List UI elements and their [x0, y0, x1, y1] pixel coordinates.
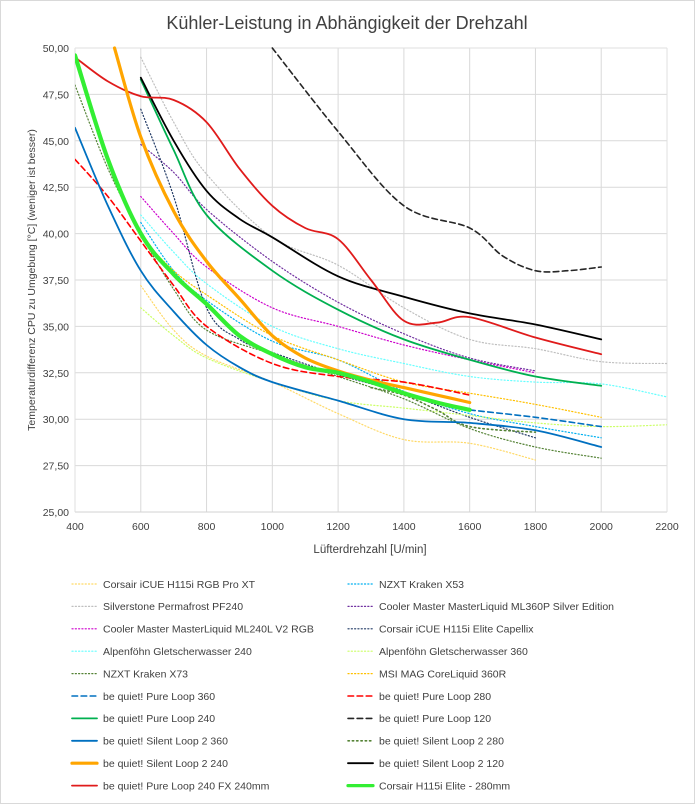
legend-label: Corsair iCUE H115i RGB Pro XT	[103, 579, 256, 591]
legend-label: Silverstone Permafrost PF240	[103, 601, 243, 613]
legend-label: Corsair H115i Elite - 280mm	[379, 780, 510, 792]
y-tick-label: 42,50	[43, 182, 69, 194]
series-line-3	[140, 143, 536, 372]
legend-label: MSI MAG CoreLiquid 360R	[379, 668, 507, 680]
legend-label: be quiet! Silent Loop 2 120	[379, 758, 504, 770]
x-tick-label: 2200	[655, 521, 679, 533]
x-tick-label: 800	[198, 521, 216, 533]
axes	[74, 47, 668, 513]
y-tick-label: 37,50	[43, 275, 69, 287]
y-axis-label: Temperaturdifferenz CPU zu Umgebung [°C]…	[26, 129, 38, 431]
y-tick-label: 50,00	[43, 43, 69, 55]
plot-area	[74, 47, 668, 513]
y-tick-label: 40,00	[43, 229, 69, 241]
series-line-18	[75, 56, 603, 356]
series-line-16	[112, 46, 472, 405]
series-line-12	[139, 78, 603, 387]
series-line-7	[140, 307, 667, 428]
series-line-17	[139, 76, 603, 341]
legend-label: Corsair iCUE H115i Elite Capellix	[379, 624, 534, 636]
x-tick-label: 1400	[392, 521, 416, 533]
legend-label: be quiet! Pure Loop 240 FX 240mm	[103, 780, 270, 792]
x-axis-label: Lüfterdrehzahl [U/min]	[313, 544, 426, 556]
legend-label: be quiet! Pure Loop 280	[379, 691, 491, 703]
x-tick-label: 1000	[261, 521, 285, 533]
y-tick-label: 27,50	[43, 461, 69, 473]
legend-label: NZXT Kraken X73	[103, 668, 188, 680]
series-line-0	[140, 285, 536, 461]
series-line-14	[75, 126, 603, 448]
series-line-15	[370, 386, 537, 433]
x-tick-label: 1600	[458, 521, 482, 533]
x-tick-label: 400	[66, 521, 84, 533]
series-line-9	[140, 236, 602, 418]
legend-label: NZXT Kraken X53	[379, 579, 464, 591]
x-tick-label: 1800	[524, 521, 548, 533]
y-tick-label: 30,00	[43, 414, 69, 426]
chart-title: Kühler-Leistung in Abhängigkeit der Dreh…	[166, 13, 527, 33]
legend-label: Cooler Master MasterLiquid ML240L V2 RGB	[103, 624, 314, 636]
legend-label: be quiet! Silent Loop 2 280	[379, 736, 504, 748]
y-tick-label: 32,50	[43, 368, 69, 380]
series-layer	[75, 46, 667, 461]
series-line-19	[75, 53, 472, 412]
legend-label: Alpenföhn Gletscherwasser 240	[103, 646, 252, 658]
series-line-13	[271, 47, 602, 273]
legend-label: be quiet! Pure Loop 120	[379, 713, 491, 725]
series-line-2	[140, 56, 667, 365]
legend-label: be quiet! Pure Loop 360	[103, 691, 215, 703]
series-line-10	[468, 409, 602, 428]
legend-label: Cooler Master MasterLiquid ML360P Silver…	[379, 601, 614, 613]
legend: Corsair iCUE H115i RGB Pro XT NZXT Kraken…	[70, 579, 614, 792]
series-line-11	[75, 158, 471, 396]
x-tick-label: 1200	[326, 521, 350, 533]
y-tick-label: 47,50	[43, 89, 69, 101]
tick-labels: 25,00 27,50 30,00 32,50 35,00 37,50 40,00 42,50…	[43, 43, 679, 533]
y-tick-label: 45,00	[43, 136, 69, 148]
x-tick-label: 600	[132, 521, 150, 533]
y-tick-label: 25,00	[43, 507, 69, 519]
y-tick-label: 35,00	[43, 321, 69, 333]
x-tick-label: 2000	[590, 521, 614, 533]
legend-label: be quiet! Silent Loop 2 240	[103, 758, 228, 770]
legend-label: be quiet! Pure Loop 240	[103, 713, 215, 725]
legend-label: Alpenföhn Gletscherwasser 360	[379, 646, 528, 658]
legend-label: be quiet! Silent Loop 2 360	[103, 736, 228, 748]
